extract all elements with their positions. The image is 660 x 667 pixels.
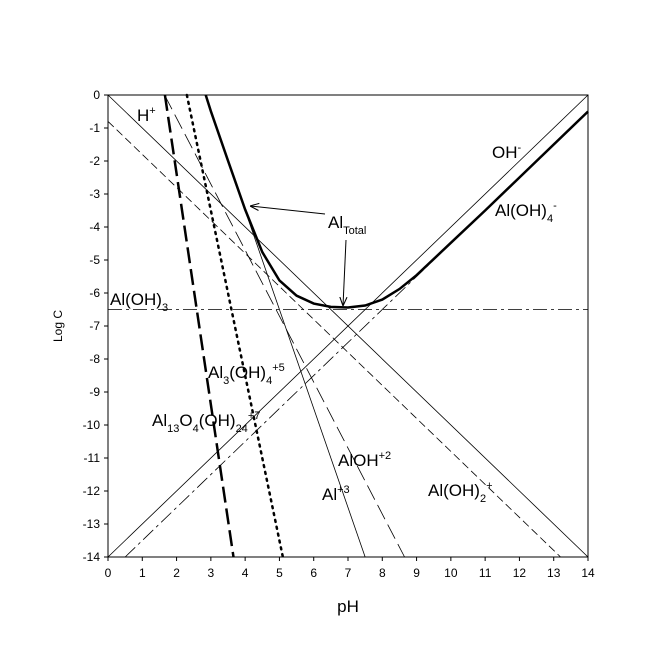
annotation: H+ xyxy=(137,105,156,125)
annotation: AlOH+2 xyxy=(338,450,391,470)
y-tick-label: -10 xyxy=(83,418,101,432)
annotation: Al(OH)3 xyxy=(110,290,168,314)
series-line xyxy=(107,121,561,558)
annotation-part: +3 xyxy=(337,484,350,496)
annotation: Al+3 xyxy=(322,484,350,504)
annotation: Al(OH)4- xyxy=(495,200,557,225)
x-tick-label: 5 xyxy=(276,566,283,580)
y-tick-label: -6 xyxy=(89,286,100,300)
y-tick-label: -3 xyxy=(89,187,100,201)
annotation-part: - xyxy=(553,200,557,212)
y-tick-label: -12 xyxy=(83,484,101,498)
annotation-part: Al xyxy=(322,485,337,504)
annotation-part: O xyxy=(179,411,192,430)
y-tick-label: -5 xyxy=(89,253,100,267)
annotation-part: +7 xyxy=(248,410,261,422)
annotation: Al13O4(OH)24+7 xyxy=(152,410,260,435)
y-tick-label: -1 xyxy=(89,121,100,135)
x-tick-label: 11 xyxy=(479,566,492,580)
annotation: Al(OH)2+ xyxy=(428,480,493,505)
annotation-part: 2 xyxy=(480,493,486,505)
y-tick-label: -8 xyxy=(89,352,100,366)
x-tick-label: 1 xyxy=(139,566,146,580)
arrow xyxy=(343,239,346,306)
annotation-part: OH xyxy=(492,143,518,162)
annotation-part: - xyxy=(518,142,522,154)
series-line xyxy=(164,94,405,558)
y-tick-label: -2 xyxy=(89,154,100,168)
annotation-part: + xyxy=(149,105,155,117)
annotation-part: Al(OH) xyxy=(428,481,480,500)
y-tick-label: 0 xyxy=(93,88,100,102)
series-line xyxy=(163,94,235,558)
y-tick-label: -9 xyxy=(89,385,100,399)
annotation-part: AlOH xyxy=(338,451,379,470)
annotation: AlTotal xyxy=(328,213,366,237)
annotation-part: 24 xyxy=(236,423,248,435)
x-tick-label: 14 xyxy=(581,566,595,580)
annotation-part: Al xyxy=(152,411,167,430)
annotation-part: Total xyxy=(343,225,366,237)
series-line xyxy=(204,94,589,309)
annotation: OH- xyxy=(492,142,522,162)
annotation-part: Al xyxy=(208,363,223,382)
annotation-part: 3 xyxy=(162,302,168,314)
x-tick-label: 7 xyxy=(345,566,352,580)
annotation-part: +5 xyxy=(272,362,285,374)
x-tick-label: 4 xyxy=(242,566,249,580)
x-tick-label: 13 xyxy=(547,566,561,580)
annotation: Al3(OH)4+5 xyxy=(208,362,285,387)
x-tick-label: 9 xyxy=(413,566,420,580)
y-tick-label: -14 xyxy=(83,550,101,564)
x-axis-title: pH xyxy=(337,597,359,616)
annotation-part: 4 xyxy=(193,423,199,435)
annotation-part: (OH) xyxy=(199,411,236,430)
annotation-part: 4 xyxy=(266,375,272,387)
annotation-part: 13 xyxy=(167,423,179,435)
x-tick-label: 3 xyxy=(208,566,215,580)
annotation-part: Al(OH) xyxy=(495,201,547,220)
x-tick-label: 10 xyxy=(444,566,458,580)
arrow xyxy=(250,206,326,215)
annotation-part: 3 xyxy=(223,375,229,387)
x-tick-label: 12 xyxy=(513,566,527,580)
annotation-part: +2 xyxy=(379,450,392,462)
annotation-part: + xyxy=(486,480,492,492)
x-tick-label: 8 xyxy=(379,566,386,580)
x-tick-label: 6 xyxy=(310,566,317,580)
annotation-part: H xyxy=(137,106,149,125)
annotation-part: Al xyxy=(328,213,343,232)
y-axis-title: Log C xyxy=(51,310,65,342)
annotation-part: (OH) xyxy=(229,363,266,382)
y-tick-label: -7 xyxy=(89,319,100,333)
x-tick-label: 0 xyxy=(105,566,112,580)
y-tick-label: -13 xyxy=(83,517,101,531)
plot-frame xyxy=(107,94,589,558)
annotation-part: 4 xyxy=(547,213,553,225)
y-tick-label: -11 xyxy=(84,451,101,465)
annotation-part: Al(OH) xyxy=(110,290,162,309)
y-tick-label: -4 xyxy=(89,220,100,234)
series-line xyxy=(107,94,589,558)
series-line xyxy=(185,93,285,559)
x-tick-label: 2 xyxy=(173,566,180,580)
